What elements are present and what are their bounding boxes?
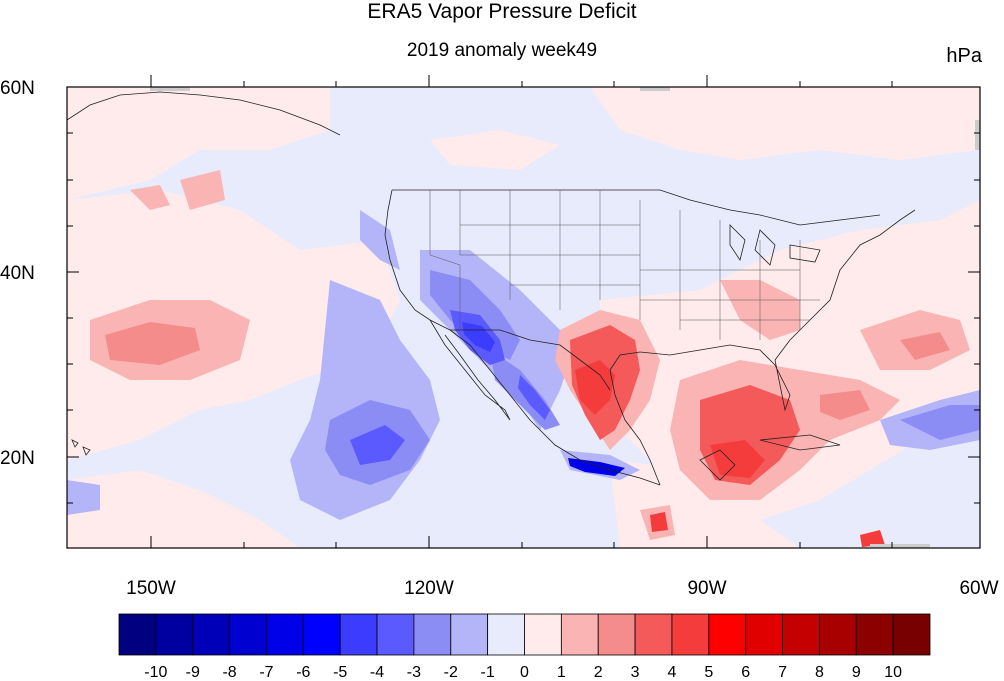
colorbar-swatch	[782, 613, 820, 656]
colorbar-swatch	[450, 613, 489, 656]
colorbar-swatch	[376, 613, 415, 656]
south-mexico-coast-negative-anomaly	[568, 458, 625, 476]
colorbar-swatch	[413, 613, 452, 656]
colorbar-tick-label: -7	[259, 664, 273, 681]
colorbar-tick-label: 3	[631, 664, 640, 681]
chart-title: ERA5 Vapor Pressure Deficit	[367, 0, 637, 23]
colorbar-tick-label: -3	[407, 664, 421, 681]
colorbar	[118, 613, 931, 656]
colorbar-swatch	[745, 613, 783, 656]
colorbar-swatch	[229, 613, 267, 656]
axis-ticks	[67, 75, 980, 548]
colorbar-tick-label: 10	[884, 664, 902, 681]
missing-data-patches	[150, 87, 980, 548]
colorbar-tick-label: -9	[186, 664, 200, 681]
lon-label-90w: 90W	[687, 578, 726, 599]
central-pacific-positive-anomaly	[105, 322, 200, 365]
colorbar-tick-label: 8	[815, 664, 824, 681]
colorbar-swatch	[302, 613, 341, 656]
lon-label-150w: 150W	[126, 578, 176, 599]
colorbar-tick-label: -8	[222, 664, 236, 681]
lat-label-40n: 40N	[0, 263, 35, 284]
colorbar-tick-label: 6	[741, 664, 750, 681]
colorbar-tick-label: 5	[704, 664, 713, 681]
colorbar-swatch	[339, 613, 378, 656]
colorbar-swatch	[671, 613, 710, 656]
colorbar-swatch	[524, 613, 562, 656]
colorbar-swatch	[487, 613, 525, 656]
colorbar-tick-label: -6	[296, 664, 310, 681]
colorbar-swatch	[708, 613, 747, 656]
colorbar-swatch	[118, 613, 157, 656]
lon-label-120w: 120W	[404, 578, 454, 599]
colorbar-tick-label: -4	[370, 664, 384, 681]
colorbar-swatch	[192, 613, 230, 656]
lat-label-20n: 20N	[0, 448, 35, 469]
colorbar-tick-label: -5	[333, 664, 347, 681]
colorbar-swatch	[634, 613, 673, 656]
colorbar-tick-label: 7	[778, 664, 787, 681]
colorbar-tick-label: 4	[667, 664, 676, 681]
colorbar-swatch	[560, 613, 599, 656]
colorbar-swatch	[855, 613, 894, 656]
colorbar-tick-label: 0	[520, 664, 529, 681]
lon-label-60w: 60W	[959, 578, 998, 599]
colorbar-swatch	[155, 613, 194, 656]
colorbar-swatch	[266, 613, 304, 656]
chart-subtitle: 2019 anomaly week49	[406, 40, 598, 61]
coastlines-and-borders	[67, 91, 916, 486]
state-boundaries	[429, 190, 820, 340]
units-label: hPa	[946, 45, 982, 67]
western-atlantic-positive-anomaly	[820, 332, 950, 420]
colorbar-swatch	[819, 613, 857, 656]
colorbar-tick-label: 2	[594, 664, 603, 681]
colorbar-tick-label: 9	[852, 664, 861, 681]
colorbar-tick-label: -1	[481, 664, 495, 681]
gulf-caribbean-positive-anomaly	[650, 385, 885, 547]
colorbar-swatch	[892, 613, 931, 656]
mexico-negative-anomaly	[462, 322, 495, 352]
lat-label-60n: 60N	[0, 78, 35, 99]
colorbar-labels: -10 -9 -8 -7 -6 -5 -4 -3 -2 -1 0 1 2 3 4 5 6 7 8 9 10	[144, 664, 902, 681]
colorbar-swatch	[597, 613, 636, 656]
colorbar-tick-label: -2	[444, 664, 458, 681]
colorbar-tick-label: -10	[144, 664, 167, 681]
colorbar-tick-label: 1	[557, 664, 566, 681]
